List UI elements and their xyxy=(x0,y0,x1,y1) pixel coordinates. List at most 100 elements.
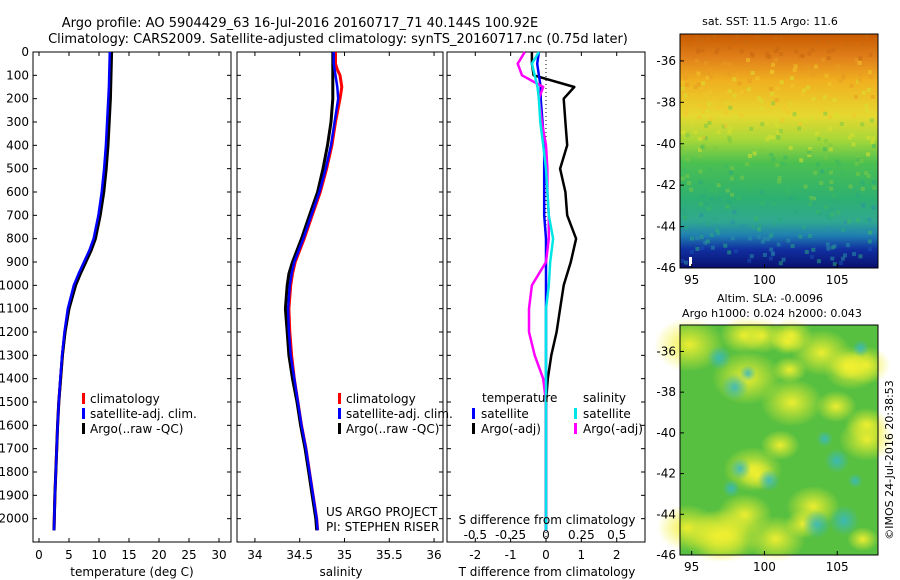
map-x-tick-label: 105 xyxy=(826,560,849,574)
sst-speck xyxy=(744,40,749,45)
sla-high xyxy=(654,317,725,372)
sst-speck xyxy=(814,40,819,45)
depth-tick-label: 800 xyxy=(6,232,29,246)
sst-speck xyxy=(694,59,699,64)
project-pi: PI: STEPHEN RISER xyxy=(326,520,439,534)
sst-speck xyxy=(699,245,704,250)
sst-speck xyxy=(852,113,857,118)
sst-speck xyxy=(786,238,791,243)
sst-speck xyxy=(782,106,787,111)
sst-speck xyxy=(871,136,876,141)
sst-speck xyxy=(699,213,704,218)
depth-tick-label: 900 xyxy=(6,255,29,269)
sla-low xyxy=(721,373,749,401)
legend-s-satellite: satellite xyxy=(583,407,631,421)
sst-speck xyxy=(700,145,705,150)
sst-speck xyxy=(701,194,706,199)
sst-speck xyxy=(812,196,817,201)
sst-speck xyxy=(824,155,829,160)
legend-swatch-s-argo xyxy=(574,423,577,434)
sst-speck xyxy=(715,47,720,52)
sst-speck xyxy=(836,210,841,215)
map-y-tick-label: -40 xyxy=(656,426,676,440)
sst-speck xyxy=(826,56,831,60)
sst-speck xyxy=(845,243,850,248)
sst-speck xyxy=(683,217,688,222)
sst-speck xyxy=(773,199,778,204)
legend-swatch-argo xyxy=(82,423,85,434)
sst-speck xyxy=(733,249,738,254)
legend-title-temperature: temperature xyxy=(482,391,557,405)
sst-speck xyxy=(690,236,695,241)
sst-speck xyxy=(790,244,795,249)
sst-speck xyxy=(806,85,811,90)
map-y-tick-label: -38 xyxy=(656,95,676,109)
sst-speck xyxy=(824,73,829,78)
depth-tick-label: 1700 xyxy=(0,442,29,456)
legend-title-salinity: salinity xyxy=(583,391,626,405)
sst-speck xyxy=(760,201,765,206)
sst-speck xyxy=(872,180,876,185)
sla-high xyxy=(760,430,800,461)
salinity-panel xyxy=(236,51,444,543)
sst-speck xyxy=(747,258,752,263)
sst-speck xyxy=(861,229,866,234)
depth-tick-label: 1900 xyxy=(0,488,29,502)
sst-speck xyxy=(865,108,870,113)
sst-speck xyxy=(687,42,692,47)
sst-speck xyxy=(709,188,714,192)
sla-high xyxy=(847,527,879,552)
sst-speck xyxy=(698,180,703,185)
sla-high xyxy=(815,390,857,423)
sst-speck xyxy=(854,58,859,63)
sst-speck xyxy=(825,181,829,186)
sst-speck xyxy=(701,81,706,86)
sla-low xyxy=(852,339,870,357)
sst-speck xyxy=(850,132,855,137)
sst-speck xyxy=(769,247,774,252)
sst-speck xyxy=(798,122,803,127)
sst-speck xyxy=(864,103,869,108)
sst-speck xyxy=(705,239,710,244)
sst-speck xyxy=(756,235,761,240)
sst-speck xyxy=(869,74,874,79)
sst-speck xyxy=(825,184,830,189)
sst-speck xyxy=(727,130,732,135)
sst-speck xyxy=(823,95,827,100)
sst-speck xyxy=(680,86,685,91)
sla-low xyxy=(722,479,740,498)
sst-speck xyxy=(740,175,745,180)
s-difference-label: S difference from climatology xyxy=(459,513,636,527)
sst-speck xyxy=(826,246,831,251)
sst-speck xyxy=(785,189,790,194)
sst-speck xyxy=(771,157,776,162)
sla-low xyxy=(757,469,781,492)
sst-speck xyxy=(847,135,852,140)
map-y-tick-label: -36 xyxy=(656,344,676,358)
sst-speck xyxy=(684,108,689,113)
sst-speck xyxy=(735,34,740,38)
sst-speck xyxy=(823,138,828,143)
sst-speck xyxy=(684,225,689,230)
sst-speck xyxy=(760,105,764,110)
series-line-argo-raw-qc- xyxy=(52,51,114,531)
sst-map: sat. SST: 11.5 Argo: 11.6 95 100 105 -36 -38… xyxy=(656,15,879,287)
sst-speck xyxy=(820,169,825,174)
sst-speck xyxy=(685,157,690,162)
sst-speck xyxy=(706,71,711,76)
sst-speck xyxy=(709,75,713,79)
sst-speck xyxy=(713,146,718,151)
legend-swatch-satellite xyxy=(82,408,85,419)
sst-speck xyxy=(683,112,688,117)
project-name: US ARGO PROJECT xyxy=(326,505,438,519)
sst-speck xyxy=(699,235,704,239)
sst-speck xyxy=(775,46,780,50)
depth-tick-label: 2000 xyxy=(0,512,29,526)
sst-speck xyxy=(860,122,865,127)
temperature-legend: climatology satellite-adj. clim. Argo(..… xyxy=(82,392,197,436)
sst-speck xyxy=(727,135,732,140)
sst-speck xyxy=(803,173,808,178)
sst-speck xyxy=(835,115,840,120)
sst-speck xyxy=(748,185,753,190)
sst-speck xyxy=(831,193,836,198)
